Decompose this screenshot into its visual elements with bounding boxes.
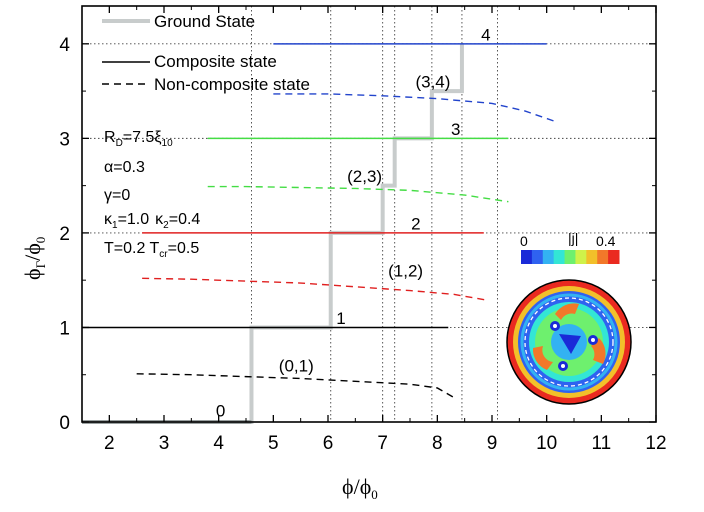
colorbar-max-label: 0.4 bbox=[596, 233, 616, 249]
legend-label-ground: Ground State bbox=[154, 12, 255, 31]
composite-label-0: 0 bbox=[216, 402, 225, 421]
colorbar-swatch-3 bbox=[553, 250, 566, 264]
y-tick-label-1: 1 bbox=[59, 318, 70, 339]
param-kappa: κ1=1.0 κ2=0.4 bbox=[104, 211, 200, 231]
colorbar-swatch-8 bbox=[608, 250, 620, 264]
param-temperature: T=0.2 Tcr=0.5 bbox=[104, 240, 199, 260]
noncomposite-line-(1,2) bbox=[142, 277, 487, 301]
colorbar-min-label: 0 bbox=[520, 233, 528, 249]
composite-label-1: 1 bbox=[336, 309, 345, 328]
x-tick-label-2: 2 bbox=[104, 433, 115, 454]
noncomposite-label-(0,1): (0,1) bbox=[279, 356, 314, 375]
colorbar: |j| 0 0.4 bbox=[520, 230, 620, 264]
noncomposite-line-(3,4) bbox=[273, 93, 558, 123]
colorbar-swatch-4 bbox=[564, 250, 576, 264]
noncomposite-line-(2,3) bbox=[207, 185, 509, 203]
colorbar-swatch-6 bbox=[586, 250, 598, 264]
noncomposite-label-(3,4): (3,4) bbox=[415, 73, 450, 92]
x-tick-label-3: 3 bbox=[159, 433, 170, 454]
param-gamma: γ=0 bbox=[104, 187, 130, 204]
series-labels: 0 1 2 3 4 (0,1) (1,2) (2,3) (3,4) bbox=[216, 25, 491, 420]
colorbar-swatch-5 bbox=[575, 250, 587, 264]
composite-label-4: 4 bbox=[481, 25, 490, 44]
noncomposite-label-(2,3): (2,3) bbox=[347, 167, 382, 186]
composite-label-2: 2 bbox=[411, 214, 420, 233]
y-tick-label-4: 4 bbox=[59, 35, 70, 56]
y-axis-title: ϕΓ/ϕ0 bbox=[20, 237, 48, 280]
y-tick-label-2: 2 bbox=[59, 224, 70, 245]
colorbar-swatch-2 bbox=[542, 250, 555, 264]
noncomposite-label-(1,2): (1,2) bbox=[388, 262, 423, 281]
x-tick-label-8: 8 bbox=[432, 433, 443, 454]
plot-frame bbox=[81, 5, 657, 423]
colorbar-swatch-7 bbox=[597, 250, 609, 264]
x-tick-label-7: 7 bbox=[377, 433, 388, 454]
vortex-inset bbox=[506, 279, 632, 405]
x-tick-label-4: 4 bbox=[213, 433, 224, 454]
param-alpha: α=0.3 bbox=[104, 159, 145, 176]
parameter-block: RD=7.5ξ10 α=0.3 γ=0 κ1=1.0 κ2=0.4 T=0.2 T… bbox=[104, 129, 200, 260]
x-tick-label-10: 10 bbox=[536, 433, 557, 454]
noncomposite-line-(0,1) bbox=[136, 373, 455, 399]
legend: Ground State Composite state Non-composi… bbox=[102, 12, 310, 94]
composite-label-3: 3 bbox=[451, 120, 460, 139]
colorbar-swatch-1 bbox=[531, 250, 544, 264]
x-axis-title: ϕ/ϕ0 bbox=[342, 474, 378, 502]
x-tick-label-11: 11 bbox=[591, 433, 611, 454]
x-tick-label-9: 9 bbox=[487, 433, 498, 454]
x-tick-label-5: 5 bbox=[268, 433, 279, 454]
param-rd: RD=7.5ξ10 bbox=[104, 129, 173, 149]
colorbar-swatch-0 bbox=[521, 250, 533, 264]
legend-label-composite: Composite state bbox=[154, 52, 277, 71]
y-tick-label-3: 3 bbox=[59, 129, 70, 150]
y-tick-label-0: 0 bbox=[59, 413, 70, 434]
x-tick-label-12: 12 bbox=[645, 433, 666, 454]
x-tick-label-6: 6 bbox=[323, 433, 334, 454]
colorbar-title: |j| bbox=[568, 230, 578, 246]
legend-label-noncomposite: Non-composite state bbox=[154, 75, 310, 94]
